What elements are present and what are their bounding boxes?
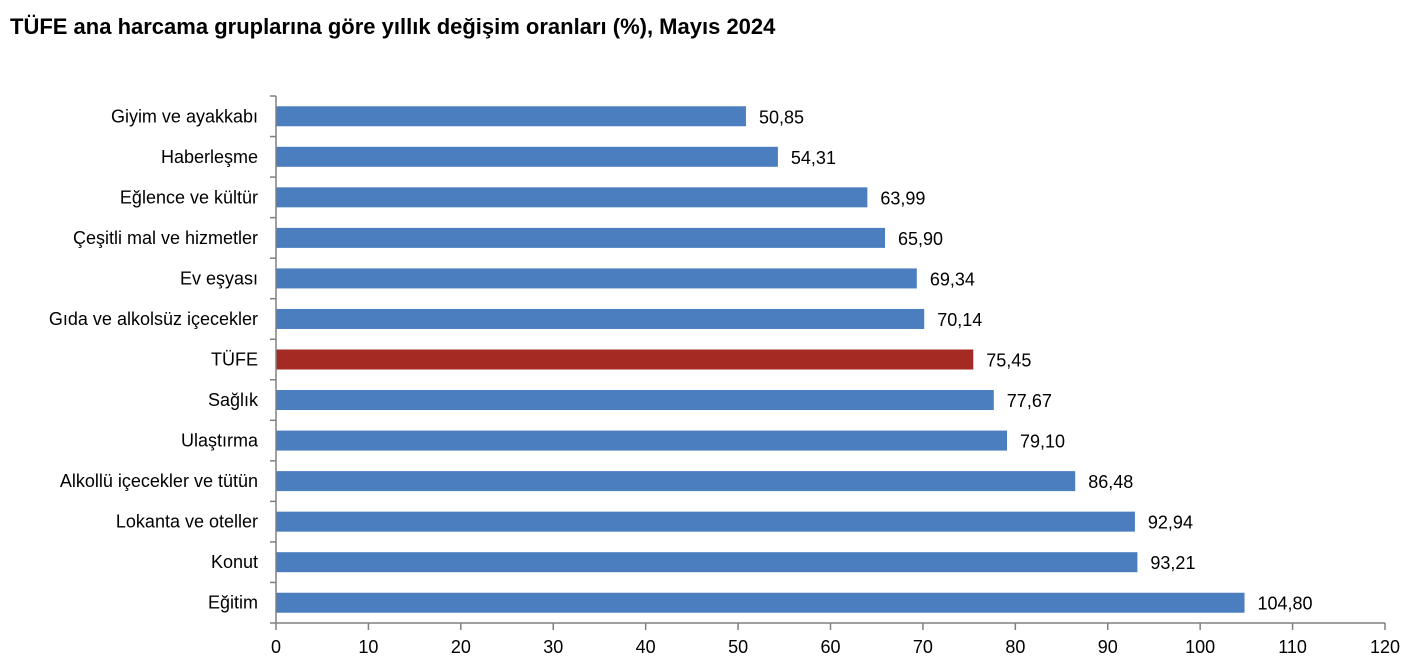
data-label: 86,48	[1088, 472, 1133, 492]
category-label: TÜFE	[211, 350, 258, 370]
x-tick-label: 30	[543, 637, 563, 657]
category-label: Gıda ve alkolsüz içecekler	[49, 309, 258, 329]
bar-11	[276, 552, 1138, 573]
x-tick-label: 0	[271, 637, 281, 657]
category-label: Ev eşyası	[180, 268, 258, 288]
bar-5	[276, 308, 925, 329]
x-tick-label: 10	[358, 637, 378, 657]
x-tick-label: 120	[1370, 637, 1400, 657]
x-tick-label: 50	[728, 637, 748, 657]
x-tick-label: 20	[451, 637, 471, 657]
data-label: 92,94	[1148, 513, 1193, 533]
data-label: 79,10	[1020, 432, 1065, 452]
chart-title: TÜFE ana harcama gruplarına göre yıllık …	[10, 14, 776, 39]
data-label: 104,80	[1258, 594, 1313, 614]
bar-0	[276, 106, 746, 127]
x-tick-label: 90	[1098, 637, 1118, 657]
bar-6	[276, 349, 974, 370]
bar-7	[276, 390, 994, 411]
x-tick-label: 80	[1005, 637, 1025, 657]
category-label: Konut	[211, 552, 258, 572]
x-tick-label: 40	[636, 637, 656, 657]
bar-4	[276, 268, 917, 289]
category-label: Alkollü içecekler ve tütün	[60, 471, 258, 491]
bar-1	[276, 146, 778, 167]
category-label: Giyim ve ayakkabı	[111, 106, 258, 126]
bar-2	[276, 187, 868, 208]
category-label: Çeşitli mal ve hizmetler	[73, 228, 258, 248]
data-label: 75,45	[986, 351, 1031, 371]
data-label: 77,67	[1007, 391, 1052, 411]
x-tick-label: 100	[1185, 637, 1215, 657]
bar-8	[276, 430, 1008, 451]
x-tick-label: 70	[913, 637, 933, 657]
bar-3	[276, 227, 886, 248]
data-label: 65,90	[898, 229, 943, 249]
data-label: 69,34	[930, 269, 975, 289]
data-label: 50,85	[759, 107, 804, 127]
category-label: Sağlık	[208, 390, 259, 410]
category-label: Eğlence ve kültür	[120, 187, 258, 207]
bar-12	[276, 592, 1245, 613]
category-label: Lokanta ve oteller	[116, 512, 258, 532]
category-label: Ulaştırma	[181, 431, 259, 451]
bar-10	[276, 511, 1135, 532]
category-label: Haberleşme	[161, 147, 258, 167]
data-label: 63,99	[880, 188, 925, 208]
data-label: 54,31	[791, 148, 836, 168]
x-tick-label: 60	[820, 637, 840, 657]
data-label: 70,14	[937, 310, 982, 330]
data-label: 93,21	[1150, 553, 1195, 573]
category-label: Eğitim	[208, 593, 258, 613]
bar-9	[276, 471, 1076, 492]
x-tick-label: 110	[1278, 637, 1307, 657]
